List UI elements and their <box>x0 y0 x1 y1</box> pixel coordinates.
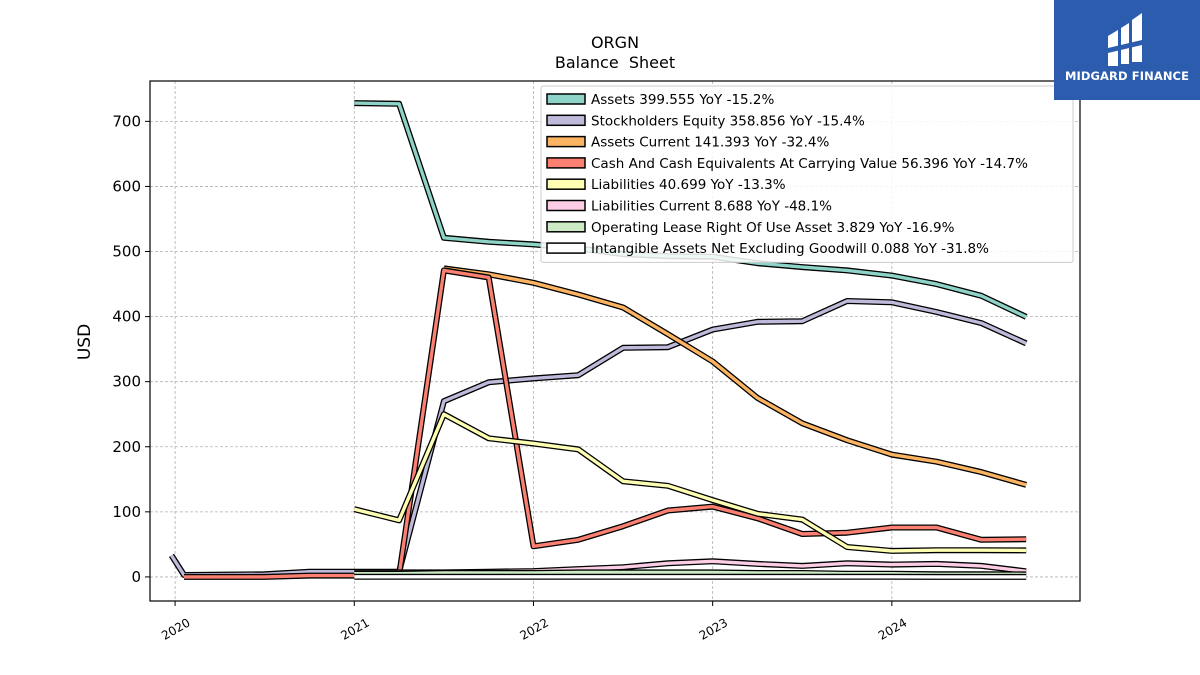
series-layer <box>168 100 1028 580</box>
legend-label: Assets Current 141.393 YoY -32.4% <box>591 135 830 151</box>
legend-swatch <box>546 93 586 105</box>
legend-swatch <box>546 221 586 233</box>
x-tick-label: 2023 <box>697 615 730 642</box>
legend-label: Assets 399.555 YoY -15.2% <box>591 92 775 108</box>
legend-swatch <box>546 242 586 254</box>
plot-frame <box>149 80 1081 602</box>
series-line <box>353 412 1027 553</box>
legend-label: Operating Lease Right Of Use Asset 3.829… <box>591 220 955 236</box>
y-axis-label: USD <box>75 324 95 360</box>
y-tick-label: 0 <box>131 568 141 586</box>
series-line <box>443 266 1027 487</box>
legend-label: Liabilities Current 8.688 YoY -48.1% <box>591 199 832 215</box>
legend-label: Liabilities 40.699 YoY -13.3% <box>591 177 786 193</box>
chart-title: ORGN <box>591 33 639 52</box>
legend-label: Stockholders Equity 358.856 YoY -15.4% <box>591 113 865 129</box>
legend: Assets 399.555 YoY -15.2% Stockholders Eq… <box>540 85 1074 263</box>
series-line <box>170 299 1027 577</box>
y-tick-label: 700 <box>112 112 141 130</box>
y-tick-label: 400 <box>112 308 141 326</box>
series-1 <box>168 298 1028 578</box>
legend-label: Intangible Assets Net Excluding Goodwill… <box>591 241 989 257</box>
y-tick-label: 600 <box>112 177 141 195</box>
legend-swatch <box>546 135 586 148</box>
legend-swatch <box>546 199 586 212</box>
y-tick-label: 500 <box>112 243 141 261</box>
legend-box <box>540 85 1074 263</box>
legend-swatch <box>546 178 586 190</box>
series-4 <box>353 411 1027 554</box>
chart-subtitle: Balance Sheet <box>555 53 675 72</box>
legend-label: Cash And Cash Equivalents At Carrying Va… <box>591 156 1028 172</box>
midgard-finance-logo: MIDGARD FINANCE <box>1054 0 1200 100</box>
y-tick-label: 200 <box>112 438 141 456</box>
midgard-logo-icon <box>1108 13 1142 66</box>
y-tick-label: 300 <box>112 373 141 391</box>
x-tick-label: 2020 <box>159 615 192 642</box>
logo-text: MIDGARD FINANCE <box>1064 69 1190 83</box>
x-tick-label: 2022 <box>518 615 551 642</box>
legend-swatch <box>546 114 586 127</box>
y-tick-label: 100 <box>112 503 141 521</box>
x-tick-label: 2021 <box>338 615 371 642</box>
legend-swatch <box>546 157 586 169</box>
x-tick-label: 2024 <box>876 615 909 642</box>
series-2 <box>443 265 1028 488</box>
